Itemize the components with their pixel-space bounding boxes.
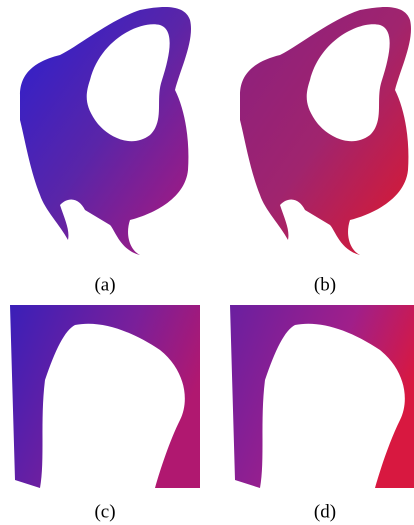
- render-d: [230, 305, 414, 488]
- caption: (d): [314, 501, 336, 522]
- caption: (c): [94, 501, 115, 522]
- render-a: [20, 7, 191, 255]
- render-c: [10, 305, 200, 488]
- figure: (a) (b) (c) (d): [0, 0, 414, 525]
- caption: (b): [314, 274, 336, 295]
- render-b: [240, 7, 411, 255]
- caption: (a): [94, 274, 115, 295]
